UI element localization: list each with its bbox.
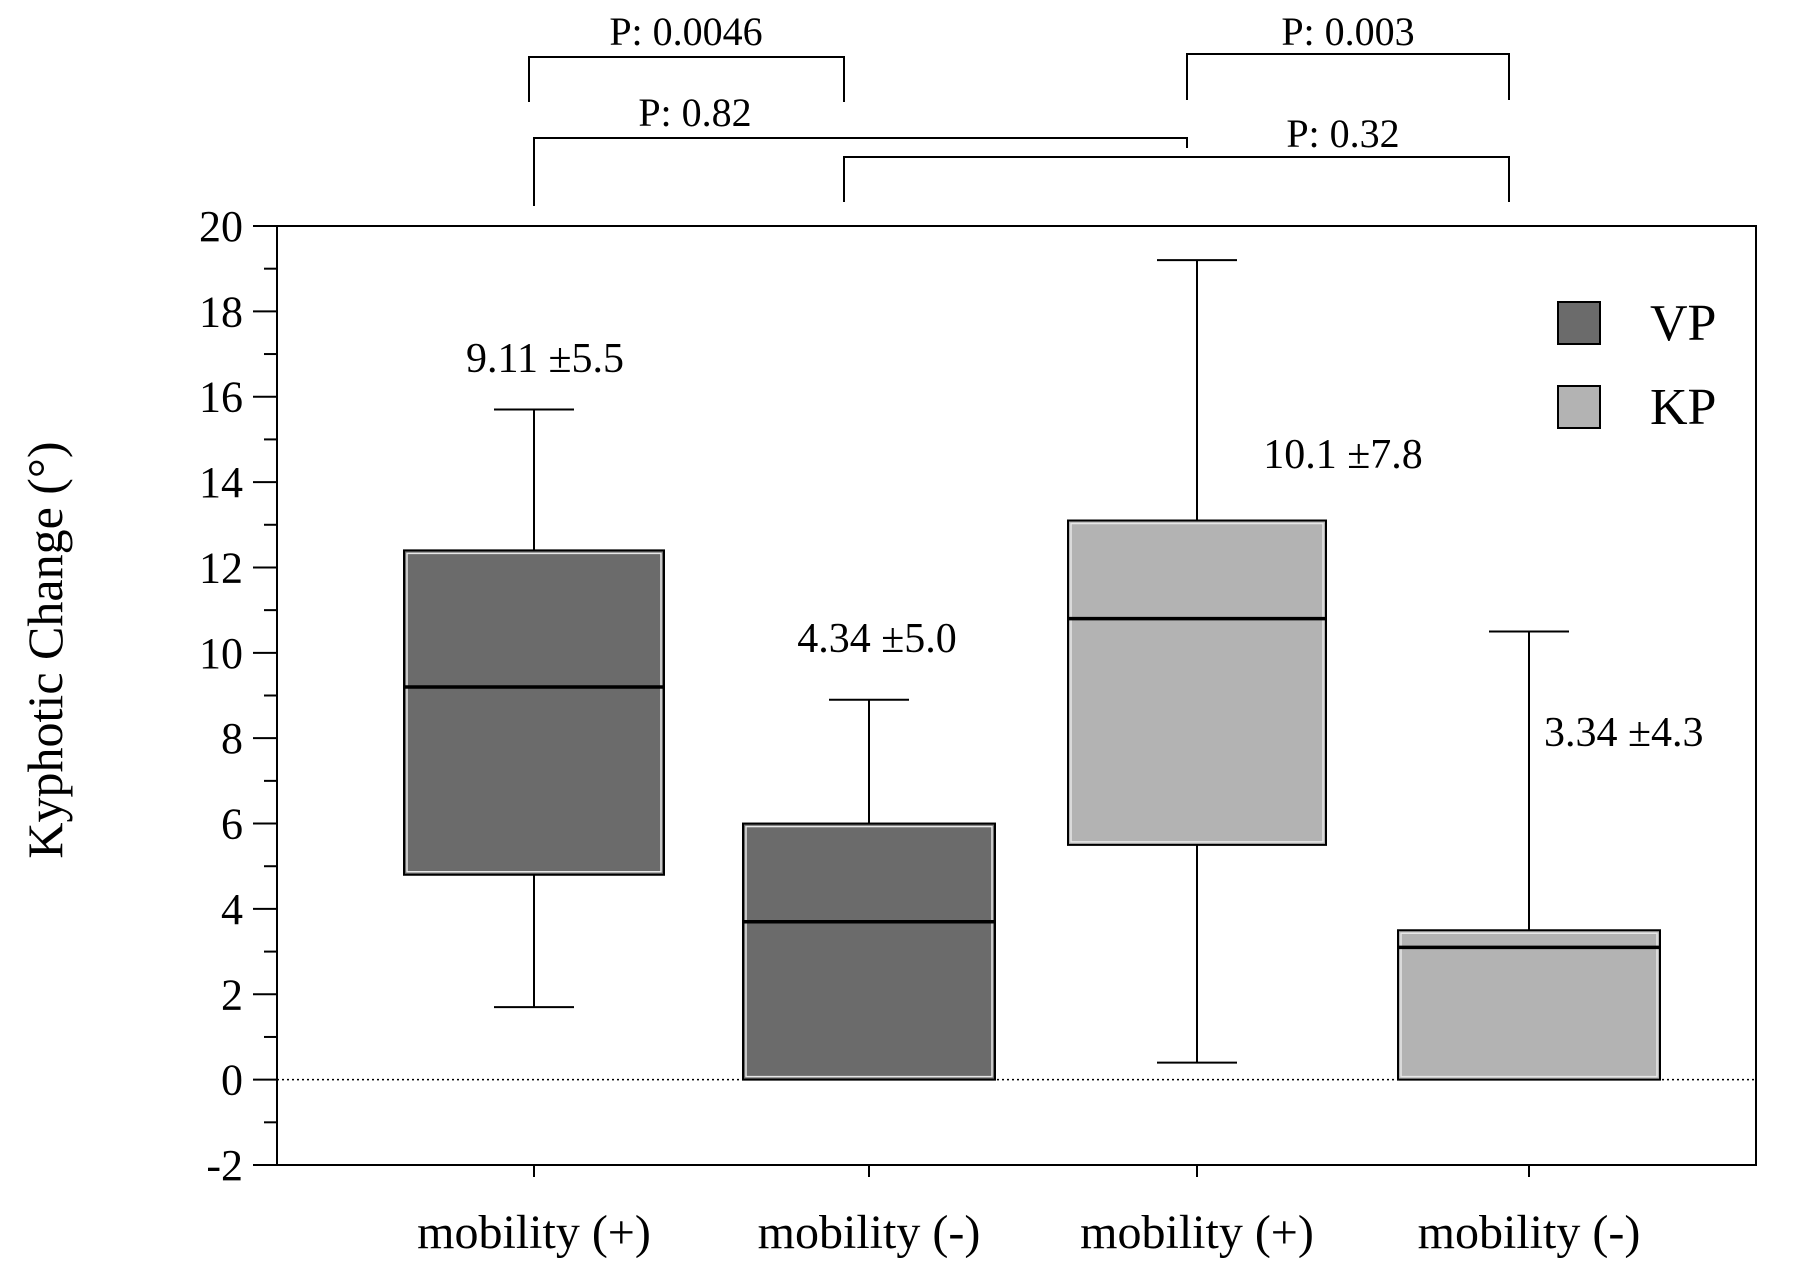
x-category-label: mobility (+) <box>1080 1206 1314 1259</box>
comparison-bracket: P: 0.82 <box>533 90 1188 206</box>
box-body <box>1067 519 1327 846</box>
x-category-label: mobility (-) <box>758 1206 981 1259</box>
mean-sd-label: 9.11 ±5.5 <box>466 336 624 382</box>
bracket-line <box>528 56 845 102</box>
legend: VP KP <box>1557 295 1716 436</box>
legend-label: VP <box>1650 295 1716 352</box>
y-tick-label: 14 <box>199 458 243 507</box>
comparison-bracket: P: 0.0046 <box>528 9 845 102</box>
p-value-label: P: 0.003 <box>1281 9 1414 54</box>
bracket-line <box>1186 53 1510 100</box>
y-axis-label: Kyphotic Change (°) <box>17 441 73 858</box>
legend-swatch <box>1557 301 1601 345</box>
legend-entry-kp: KP <box>1557 379 1716 436</box>
y-tick-label: 10 <box>199 629 243 678</box>
y-tick-label: 16 <box>199 373 243 422</box>
mean-sd-label: 4.34 ±5.0 <box>797 616 957 662</box>
box-inner-border <box>406 552 662 873</box>
y-tick-label: 18 <box>199 287 243 336</box>
annotations: 9.11 ±5.5 4.34 ±5.0 10.1 ±7.8 3.34 ±4.3 <box>466 336 1704 756</box>
box-inner-border <box>1070 522 1324 843</box>
y-tick-label: 2 <box>221 970 243 1019</box>
y-tick-label: 12 <box>199 543 243 592</box>
box-inner-border <box>1400 932 1658 1078</box>
p-value-label: P: 0.0046 <box>609 9 762 54</box>
p-value-label: P: 0.32 <box>1286 111 1399 156</box>
box-3 <box>1067 259 1327 1064</box>
y-tick-label: 6 <box>221 800 243 849</box>
legend-label: KP <box>1650 379 1716 436</box>
legend-entry-vp: VP <box>1557 295 1716 352</box>
box-body <box>1397 929 1661 1081</box>
y-tick-label: -2 <box>206 1141 243 1190</box>
box-2 <box>742 698 996 1081</box>
x-category-label: mobility (+) <box>417 1206 651 1259</box>
comparisons: P: 0.0046 P: 0.003 P: 0.82 P: 0.32 <box>528 9 1510 206</box>
bracket-line <box>843 156 1510 202</box>
mean-sd-label: 3.34 ±4.3 <box>1544 710 1704 756</box>
y-tick-label: 8 <box>221 714 243 763</box>
axes: -2 0 2 4 6 8 10 12 14 16 18 20 mobility (+) mobility … <box>199 202 1757 1259</box>
y-tick-label: 20 <box>199 202 243 251</box>
comparison-bracket: P: 0.003 <box>1186 9 1510 100</box>
box-inner-border <box>745 825 993 1078</box>
mean-sd-label: 10.1 ±7.8 <box>1263 432 1423 478</box>
p-value-label: P: 0.82 <box>638 90 751 135</box>
y-tick-label: 0 <box>221 1056 243 1105</box>
y-tick-label: 4 <box>221 885 243 934</box>
box-body <box>403 549 665 876</box>
box-body <box>742 822 996 1081</box>
boxes <box>403 259 1661 1081</box>
bracket-line <box>533 137 1188 206</box>
comparison-bracket: P: 0.32 <box>843 111 1510 202</box>
box-4 <box>1397 630 1661 1081</box>
legend-swatch <box>1557 385 1601 429</box>
box-1 <box>403 408 665 1009</box>
x-category-label: mobility (-) <box>1418 1206 1641 1259</box>
